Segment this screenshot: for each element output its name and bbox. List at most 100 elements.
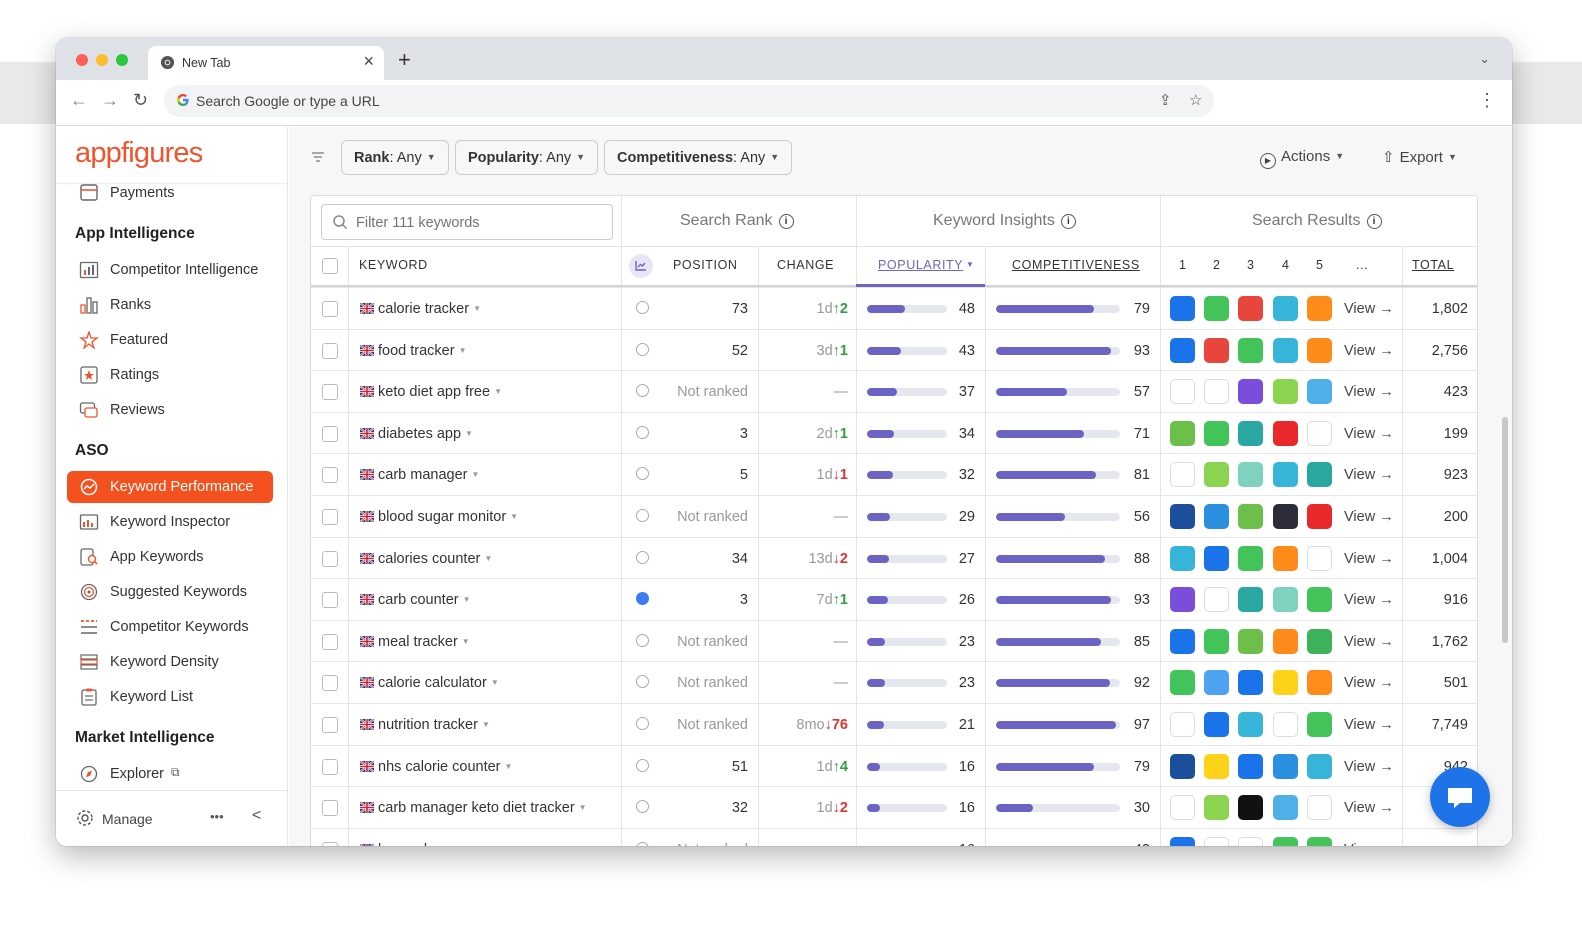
app-icon[interactable] (1238, 504, 1263, 529)
chart-toggle-button[interactable] (629, 254, 653, 278)
popularity-column-header[interactable]: POPULARITY (878, 258, 964, 272)
maximize-window-button[interactable] (116, 54, 128, 66)
view-results-link[interactable]: View → (1344, 758, 1394, 775)
view-results-link[interactable]: View → (1344, 550, 1394, 567)
chevron-down-icon[interactable]: ▼ (465, 428, 473, 438)
view-results-link[interactable]: View → (1344, 842, 1394, 846)
chart-series-radio[interactable] (636, 675, 649, 689)
browser-tab[interactable]: New Tab × (148, 46, 384, 80)
table-row[interactable]: keto diet app free ▼ Not ranked — 37 57 View →… (311, 370, 1477, 412)
keyword-cell[interactable]: nutrition tracker ▼ (360, 717, 490, 733)
chart-series-radio[interactable] (636, 509, 649, 522)
app-icon[interactable] (1238, 795, 1263, 821)
chevron-down-icon[interactable]: ▼ (473, 304, 481, 313)
sidebar-item-featured[interactable]: Featured (67, 324, 273, 356)
table-row[interactable]: carb counter ▼ 3 7d↑1 26 93 View → 916 (311, 578, 1477, 620)
competitiveness-filter-button[interactable]: Competitiveness: Any ▼ (604, 140, 793, 175)
app-icon[interactable] (1273, 504, 1298, 529)
share-icon[interactable]: ⇪ (1159, 92, 1172, 109)
app-icon[interactable] (1307, 545, 1332, 571)
keyword-cell[interactable]: carb counter ▼ (360, 592, 471, 608)
view-results-link[interactable]: View → (1344, 509, 1394, 525)
chart-series-radio[interactable] (636, 425, 649, 439)
app-icon[interactable] (1204, 836, 1229, 846)
sidebar-item-app-keywords[interactable]: App Keywords (67, 541, 273, 573)
app-icon[interactable] (1273, 712, 1298, 737)
minimize-window-button[interactable] (96, 54, 108, 66)
table-row[interactable]: nutrition tracker ▼ Not ranked 8mo↓76 21 97 Vi… (311, 703, 1477, 745)
forward-icon[interactable]: → (101, 90, 119, 110)
chart-series-radio[interactable] (636, 550, 649, 564)
app-icon[interactable] (1204, 504, 1229, 529)
keyword-cell[interactable]: meal tracker ▼ (360, 634, 470, 650)
appfigures-logo[interactable]: appfigures (75, 137, 203, 169)
app-icon[interactable] (1238, 670, 1263, 696)
app-icon[interactable] (1238, 420, 1263, 446)
view-results-link[interactable]: View → (1344, 301, 1394, 317)
row-checkbox[interactable] (322, 758, 338, 775)
app-icon[interactable] (1307, 670, 1332, 696)
table-row[interactable]: low carb program ▼ Not ranked 16 42 View → (311, 827, 1477, 846)
app-icon[interactable] (1170, 504, 1195, 529)
chat-button[interactable] (1430, 767, 1490, 827)
app-icon[interactable] (1170, 420, 1195, 446)
app-icon[interactable] (1204, 587, 1229, 613)
total-column-header[interactable]: TOTAL (1412, 258, 1455, 272)
chevron-down-icon[interactable]: ▼ (490, 678, 499, 688)
view-results-link[interactable]: View → (1344, 800, 1394, 817)
more-options-icon[interactable]: ••• (210, 809, 224, 824)
row-checkbox[interactable] (322, 342, 338, 359)
view-results-link[interactable]: View → (1344, 717, 1394, 733)
table-row[interactable]: blood sugar monitor ▼ Not ranked — 29 56 View … (311, 495, 1477, 537)
sidebar-item-suggested-keywords[interactable]: Suggested Keywords (67, 576, 273, 608)
row-checkbox[interactable] (322, 717, 338, 733)
info-icon[interactable]: i (778, 214, 794, 229)
table-row[interactable]: meal tracker ▼ Not ranked — 23 85 View → 1,762 (311, 619, 1477, 662)
view-results-link[interactable]: View → (1344, 675, 1394, 692)
app-icon[interactable] (1170, 296, 1195, 321)
sidebar-item-keyword-density[interactable]: Keyword Density (67, 646, 273, 678)
app-icon[interactable] (1170, 753, 1195, 779)
app-icon[interactable] (1273, 462, 1298, 488)
app-icon[interactable] (1204, 462, 1229, 488)
new-tab-button[interactable]: + (398, 47, 411, 72)
app-icon[interactable] (1273, 753, 1298, 779)
app-icon[interactable] (1273, 628, 1298, 654)
app-icon[interactable] (1307, 628, 1332, 654)
table-row[interactable]: carb manager keto diet tracker ▼ 32 1d↓2 16 3… (311, 786, 1477, 828)
app-icon[interactable] (1204, 545, 1229, 571)
view-results-link[interactable]: View → (1344, 592, 1394, 609)
app-icon[interactable] (1273, 836, 1298, 846)
app-icon[interactable] (1170, 628, 1195, 654)
sidebar-item-payments[interactable]: Payments (67, 177, 273, 209)
app-icon[interactable] (1273, 545, 1298, 571)
view-results-link[interactable]: View → (1344, 425, 1394, 442)
sidebar-item-ranks[interactable]: Ranks (67, 289, 273, 321)
app-icon[interactable] (1307, 379, 1332, 405)
competitiveness-column-header[interactable]: COMPETITIVENESS (1012, 258, 1140, 272)
keyword-filter[interactable] (321, 204, 613, 240)
keyword-filter-input[interactable] (356, 213, 596, 233)
chart-series-radio[interactable] (636, 384, 649, 398)
app-icon[interactable] (1204, 420, 1229, 446)
app-icon[interactable] (1170, 712, 1195, 737)
row-checkbox[interactable] (322, 550, 338, 567)
sidebar-item-keyword-list[interactable]: Keyword List (67, 681, 273, 713)
chart-series-radio[interactable] (636, 467, 649, 481)
row-checkbox[interactable] (322, 301, 338, 317)
chevron-down-icon[interactable]: ▼ (484, 553, 493, 563)
browser-menu-icon[interactable]: ⋮ (1478, 90, 1496, 110)
view-results-link[interactable]: View → (1344, 384, 1394, 401)
app-icon[interactable] (1307, 836, 1332, 846)
chevron-down-icon[interactable]: ▼ (461, 636, 470, 646)
app-icon[interactable] (1238, 712, 1263, 737)
row-checkbox[interactable] (322, 467, 338, 484)
collapse-sidebar-icon[interactable]: < (252, 807, 262, 824)
sidebar-item-keyword-inspector[interactable]: Keyword Inspector (67, 506, 273, 538)
keyword-cell[interactable]: calorie calculator ▼ (360, 675, 499, 691)
row-checkbox[interactable] (322, 633, 338, 650)
chevron-down-icon[interactable]: ▼ (471, 470, 480, 480)
chart-series-radio[interactable] (636, 592, 649, 606)
app-icon[interactable] (1204, 795, 1229, 821)
